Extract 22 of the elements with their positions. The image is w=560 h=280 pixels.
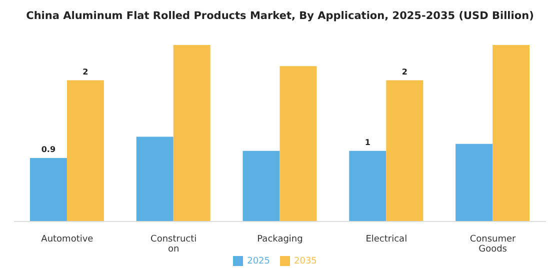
x-tick-label: Electrical	[366, 234, 408, 245]
bar	[66, 80, 104, 222]
legend-label: 2025	[247, 256, 270, 266]
data-label: 2	[82, 67, 88, 76]
x-tick-label: Consumer Goods	[470, 234, 516, 255]
data-label: 2	[402, 67, 408, 76]
legend-label: 2035	[294, 256, 317, 266]
bar	[136, 136, 174, 222]
x-tick-label: Packaging	[257, 234, 303, 245]
bar	[173, 45, 210, 222]
bar	[30, 158, 67, 222]
data-label: 0.9	[41, 144, 56, 154]
bar	[349, 150, 386, 222]
x-tick-label: Construction	[150, 234, 197, 255]
bar	[492, 45, 530, 222]
bar	[456, 144, 493, 222]
bar	[280, 66, 317, 222]
chart-title: China Aluminum Flat Rolled Products Market, By Application, 2025-2035 (USD Billion)	[25, 9, 535, 24]
bar	[242, 150, 280, 222]
data-label: 1	[364, 138, 371, 147]
bar	[386, 80, 424, 222]
x-tick-label: Automotive	[41, 234, 94, 245]
